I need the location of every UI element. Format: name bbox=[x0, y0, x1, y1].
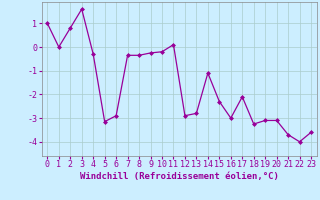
X-axis label: Windchill (Refroidissement éolien,°C): Windchill (Refroidissement éolien,°C) bbox=[80, 172, 279, 181]
